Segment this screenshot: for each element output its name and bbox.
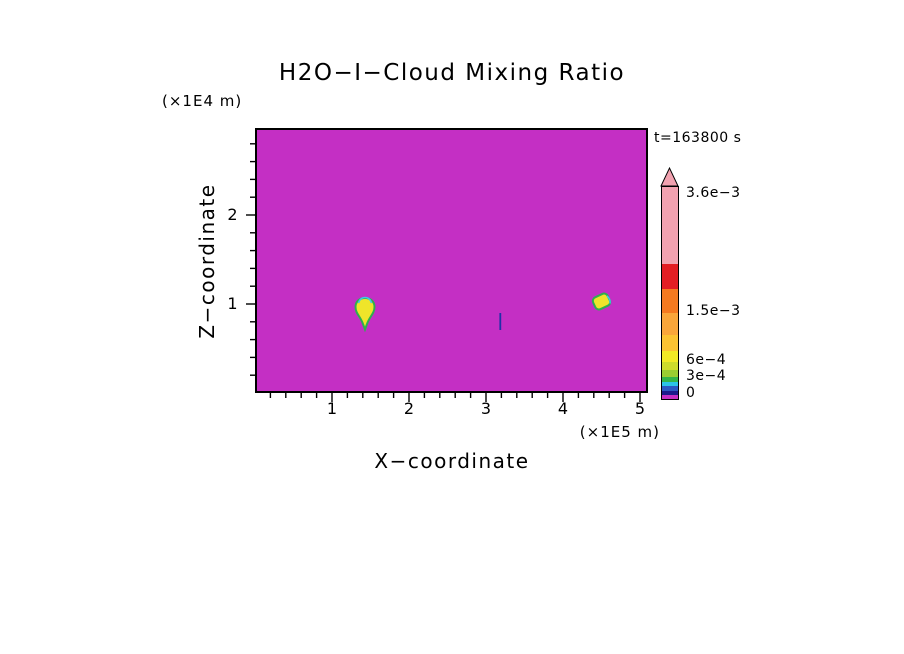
colorbar-segment xyxy=(662,391,678,395)
plot-area xyxy=(255,128,648,393)
colorbar-label-low2: 6e−4 xyxy=(686,352,727,368)
z-axis-unit-label: (×1E4 m) xyxy=(162,92,243,110)
colorbar-segments xyxy=(661,186,679,400)
x-tick-label-3: 3 xyxy=(480,399,492,418)
x-tick-label-2: 2 xyxy=(403,399,415,418)
colorbar-segment xyxy=(662,335,678,351)
colorbar-segment xyxy=(662,289,678,313)
colorbar-segment xyxy=(662,377,678,382)
z-tick-label-2: 2 xyxy=(227,205,238,224)
colorbar-segment xyxy=(662,382,678,386)
colorbar-label-max: 3.6e−3 xyxy=(686,185,741,201)
colorbar-overflow-arrow xyxy=(660,166,679,187)
x-tick-label-1: 1 xyxy=(326,399,338,418)
colorbar-label-mid: 1.5e−3 xyxy=(686,303,741,319)
chart-title: H2O−I−Cloud Mixing Ratio xyxy=(278,60,626,86)
colorbar-segment xyxy=(662,264,678,289)
colorbar-segment xyxy=(662,386,678,391)
colorbar-segment xyxy=(662,395,678,399)
colorbar-label-zero: 0 xyxy=(686,385,696,401)
colorbar-segment xyxy=(662,187,678,264)
colorbar-segment xyxy=(662,351,678,362)
colorbar-segment xyxy=(662,362,678,370)
colorbar-segment xyxy=(662,370,678,377)
x-tick-label-4: 4 xyxy=(557,399,569,418)
colorbar-segment xyxy=(662,313,678,335)
timestamp-label: t=163800 s xyxy=(654,130,742,146)
colorbar-label-low1: 3e−4 xyxy=(686,368,727,384)
x-tick-label-5: 5 xyxy=(634,399,646,418)
x-axis-unit-label: (×1E5 m) xyxy=(579,423,660,441)
z-tick-label-1: 1 xyxy=(227,294,238,313)
x-axis-label: X−coordinate xyxy=(374,449,530,473)
